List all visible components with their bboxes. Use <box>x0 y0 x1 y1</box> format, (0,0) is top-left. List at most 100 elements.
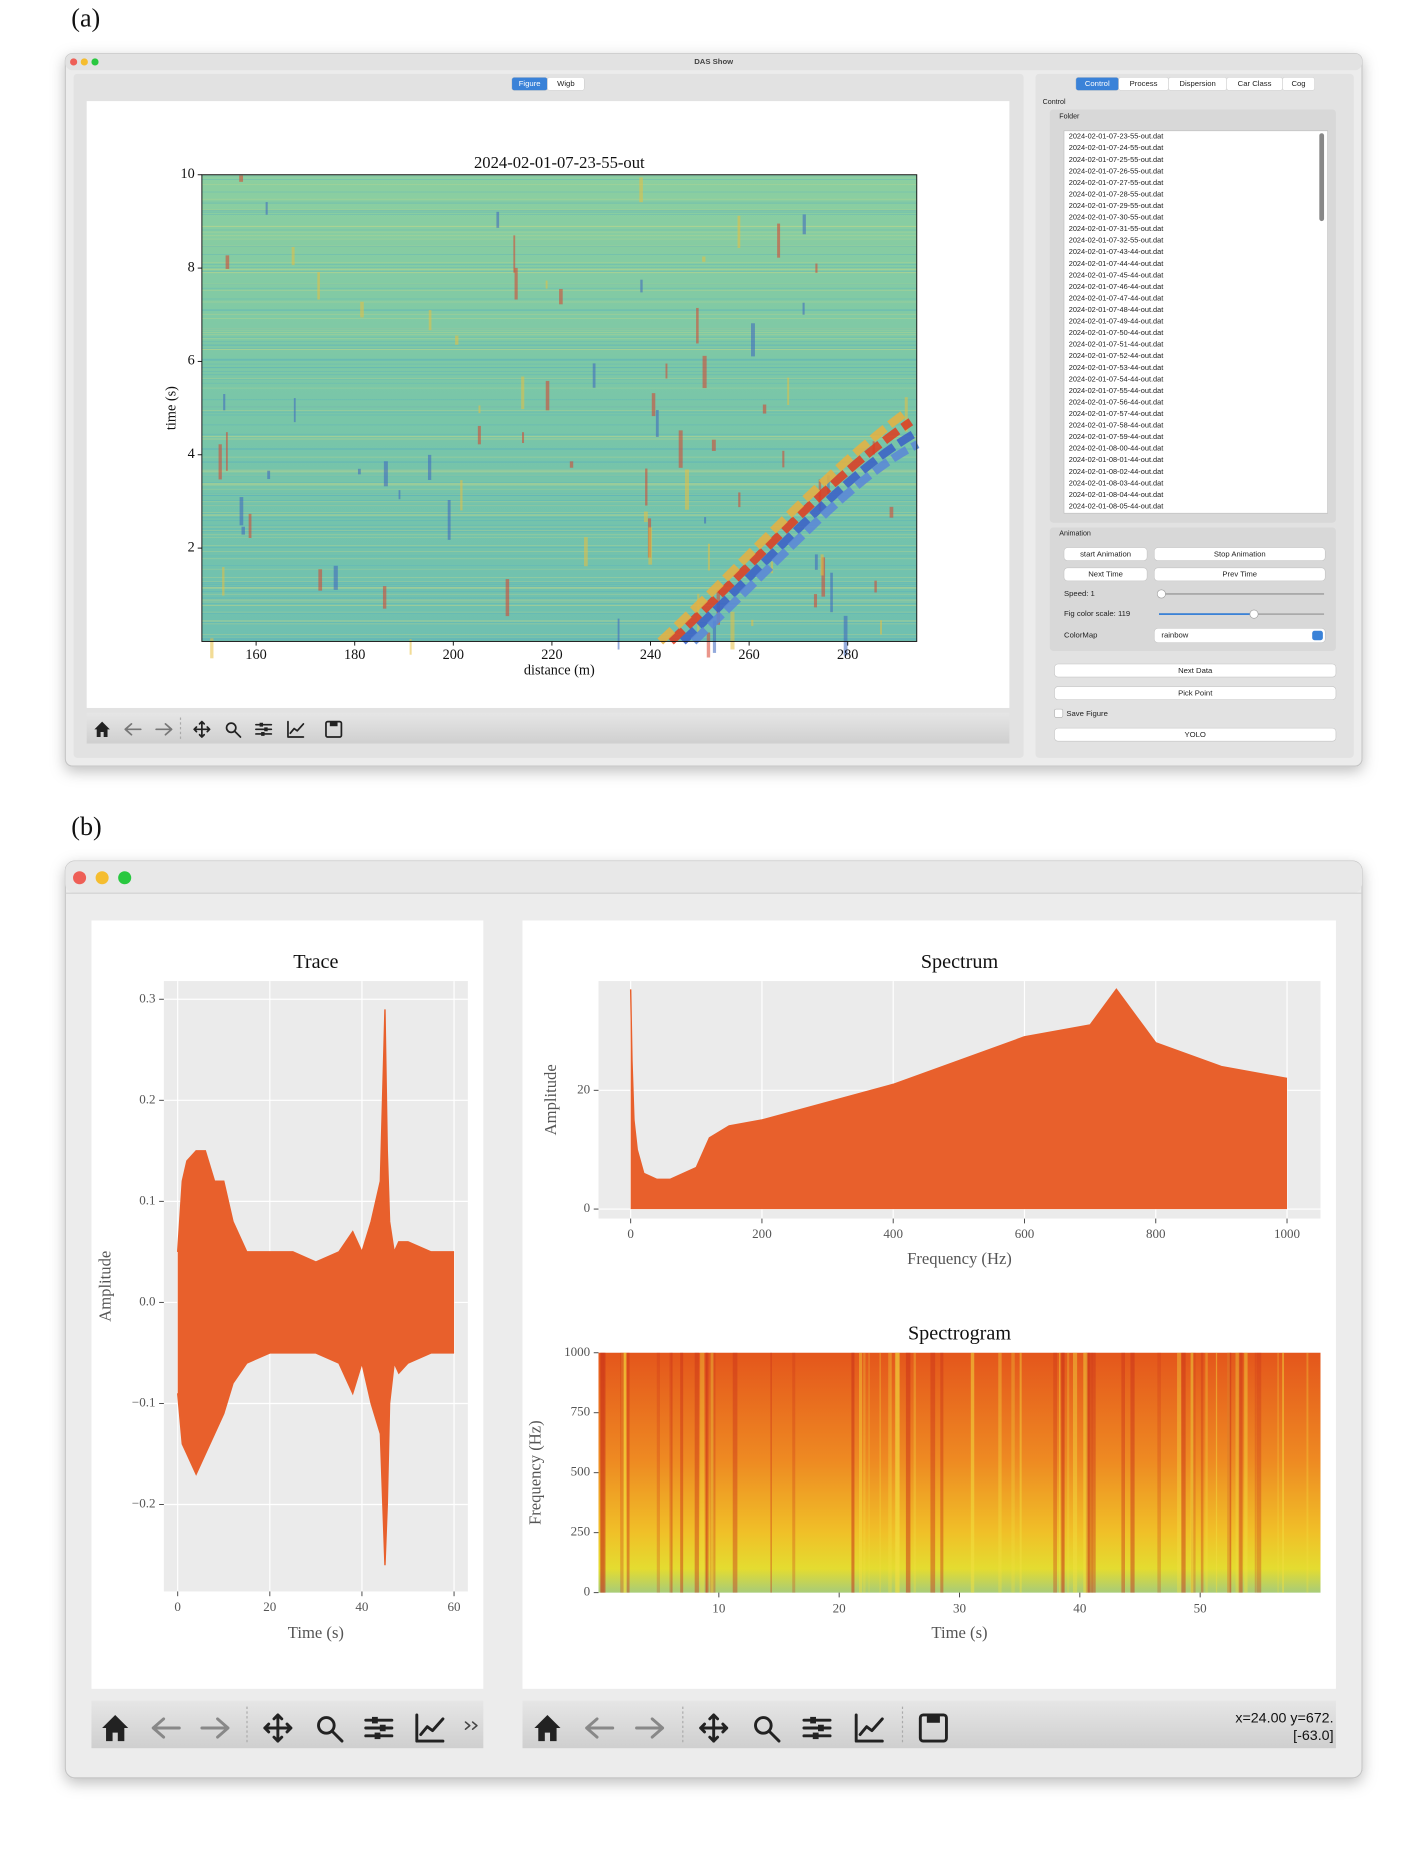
toolbar-icon-move[interactable] <box>193 720 211 738</box>
file-item[interactable]: 2024-02-01-07-31-55-out.dat <box>1069 224 1164 233</box>
file-item[interactable]: 2024-02-01-07-29-55-out.dat <box>1069 201 1164 210</box>
file-item[interactable]: 2024-02-01-07-50-44-out.dat <box>1069 328 1164 337</box>
minimize-button[interactable] <box>80 58 88 66</box>
toolbar-icon-back[interactable] <box>151 1717 181 1739</box>
file-item[interactable]: 2024-02-01-07-54-44-out.dat <box>1069 374 1164 383</box>
toolbar-icon-sliders[interactable] <box>261 732 265 736</box>
file-item[interactable]: 2024-02-01-07-27-55-out.dat <box>1069 178 1164 187</box>
button[interactable] <box>1063 567 1148 582</box>
file-item[interactable]: 2024-02-01-07-30-55-out.dat <box>1069 213 1164 222</box>
toolbar-icon-zoom[interactable] <box>317 1716 336 1735</box>
dropdown[interactable] <box>1153 628 1326 643</box>
toolbar-icon-chart[interactable] <box>854 1713 884 1743</box>
tab-label[interactable]: Figure <box>519 79 541 88</box>
toolbar-icon-chart[interactable] <box>415 1713 445 1743</box>
zoom-button[interactable] <box>91 58 99 66</box>
toolbar-icon-forward[interactable] <box>635 1717 665 1739</box>
toolbar-icon-sliders[interactable] <box>818 1724 824 1732</box>
close-button[interactable] <box>73 871 87 885</box>
toolbar-icon-sliders[interactable] <box>374 1732 381 1740</box>
toolbar-icon-zoom[interactable] <box>767 1729 781 1743</box>
toolbar-icon-sliders[interactable] <box>259 722 264 727</box>
button-label[interactable]: Pick Point <box>1178 688 1213 697</box>
toolbar-icon-move[interactable] <box>699 1713 729 1743</box>
minimize-button[interactable] <box>95 871 109 885</box>
file-item[interactable]: 2024-02-01-07-52-44-out.dat <box>1069 351 1164 360</box>
tab-label[interactable]: Wigb <box>557 79 575 88</box>
toolbar-icon-home[interactable] <box>534 1714 561 1742</box>
file-item[interactable]: 2024-02-01-07-48-44-out.dat <box>1069 305 1164 314</box>
tab[interactable] <box>547 77 585 91</box>
slider-knob[interactable] <box>1156 589 1166 599</box>
tab-label[interactable]: Car Class <box>1238 79 1272 88</box>
toolbar-icon-zoom[interactable] <box>330 1729 344 1743</box>
file-item[interactable]: 2024-02-01-07-59-44-out.dat <box>1069 432 1164 441</box>
toolbar-icon-sliders[interactable] <box>264 727 268 732</box>
file-item[interactable]: 2024-02-01-07-53-44-out.dat <box>1069 363 1164 372</box>
button-label[interactable]: start Animation <box>1080 549 1131 558</box>
toolbar-icon-forward[interactable] <box>155 723 173 736</box>
file-item[interactable]: 2024-02-01-07-24-55-out.dat <box>1069 143 1164 152</box>
toolbar-icon-forward[interactable] <box>200 1717 230 1739</box>
close-button[interactable] <box>70 58 78 66</box>
file-item[interactable]: 2024-02-01-07-45-44-out.dat <box>1069 270 1164 279</box>
file-item[interactable]: 2024-02-01-07-28-55-out.dat <box>1069 189 1164 198</box>
file-item[interactable]: 2024-02-01-07-32-55-out.dat <box>1069 236 1164 245</box>
toolbar-icon-sliders[interactable] <box>810 1716 816 1724</box>
file-item[interactable]: 2024-02-01-07-55-44-out.dat <box>1069 386 1164 395</box>
file-list[interactable] <box>1063 130 1328 514</box>
button[interactable] <box>1054 663 1337 678</box>
toolbar-icon-back[interactable] <box>124 723 142 736</box>
toolbar-icon-home[interactable] <box>102 1714 129 1742</box>
button-label[interactable]: Next Time <box>1088 570 1123 579</box>
file-item[interactable]: 2024-02-01-07-47-44-out.dat <box>1069 293 1164 302</box>
toolbar-icon-zoom[interactable] <box>225 722 237 734</box>
button[interactable] <box>1153 567 1326 582</box>
dropdown-arrow[interactable] <box>1312 630 1323 641</box>
slider-knob[interactable] <box>1249 609 1259 619</box>
toolbar-icon-zoom[interactable] <box>233 730 242 738</box>
file-item[interactable]: 2024-02-01-08-04-44-out.dat <box>1069 490 1164 499</box>
toolbar-icon-chart[interactable] <box>287 720 305 738</box>
toolbar-icon-save[interactable] <box>926 1714 940 1723</box>
file-item[interactable]: 2024-02-01-07-46-44-out.dat <box>1069 282 1164 291</box>
button[interactable] <box>1063 547 1148 561</box>
file-item[interactable]: 2024-02-01-07-57-44-out.dat <box>1069 409 1164 418</box>
tab-label[interactable]: Control <box>1085 79 1110 88</box>
button[interactable] <box>1054 686 1337 700</box>
toolbar-icon-sliders[interactable] <box>371 1716 378 1724</box>
button-label[interactable]: Prev Time <box>1222 570 1257 579</box>
toolbar-icon-home[interactable] <box>94 721 110 738</box>
toolbar-icon-sliders[interactable] <box>379 1724 386 1732</box>
dropdown-value[interactable]: rainbow <box>1161 631 1188 640</box>
tab-label[interactable]: Dispersion <box>1179 79 1215 88</box>
toolbar-icon-more[interactable] <box>464 1721 478 1730</box>
toolbar-icon-save[interactable] <box>329 721 338 727</box>
tab-label[interactable]: Cog <box>1291 79 1305 88</box>
toolbar-icon-sliders[interactable] <box>812 1732 819 1740</box>
file-item[interactable]: 2024-02-01-08-03-44-out.dat <box>1069 478 1164 487</box>
tab-label[interactable]: Process <box>1130 79 1158 88</box>
file-item[interactable]: 2024-02-01-08-01-44-out.dat <box>1069 455 1164 464</box>
tab[interactable] <box>1282 77 1315 91</box>
button[interactable] <box>1054 727 1337 742</box>
file-item[interactable]: 2024-02-01-07-58-44-out.dat <box>1069 421 1164 430</box>
file-item[interactable]: 2024-02-01-07-25-55-out.dat <box>1069 155 1164 164</box>
file-item[interactable]: 2024-02-01-07-44-44-out.dat <box>1069 259 1164 268</box>
toolbar-icon-move[interactable] <box>263 1713 293 1743</box>
file-item[interactable]: 2024-02-01-08-05-44-out.dat <box>1069 501 1164 510</box>
toolbar-icon-zoom[interactable] <box>754 1716 773 1735</box>
file-item[interactable]: 2024-02-01-07-49-44-out.dat <box>1069 317 1164 326</box>
button-label[interactable]: YOLO <box>1185 730 1206 739</box>
button[interactable] <box>1153 547 1326 561</box>
checkbox[interactable] <box>1054 708 1064 718</box>
file-item[interactable]: 2024-02-01-07-43-44-out.dat <box>1069 247 1164 256</box>
zoom-button[interactable] <box>118 871 132 885</box>
file-item[interactable]: 2024-02-01-07-51-44-out.dat <box>1069 340 1164 349</box>
file-item[interactable]: 2024-02-01-08-02-44-out.dat <box>1069 467 1164 476</box>
checkbox-label[interactable]: Save Figure <box>1066 709 1108 718</box>
file-item[interactable]: 2024-02-01-08-00-44-out.dat <box>1069 444 1164 453</box>
scrollbar[interactable] <box>1319 133 1325 222</box>
button-label[interactable]: Next Data <box>1178 666 1213 675</box>
button-label[interactable]: Stop Animation <box>1214 549 1266 558</box>
